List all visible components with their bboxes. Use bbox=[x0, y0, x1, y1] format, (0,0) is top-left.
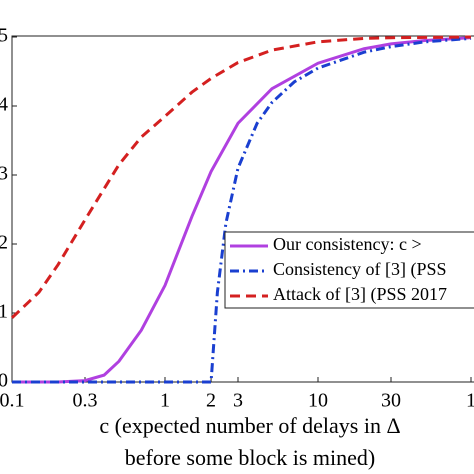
x-tick-label: 30 bbox=[381, 390, 401, 412]
line-series bbox=[12, 36, 472, 384]
line-series bbox=[10, 35, 472, 319]
legend-label: Our consistency: c > bbox=[273, 234, 422, 254]
y-tick-label: 0 bbox=[0, 370, 8, 392]
x-tick-label: 10 bbox=[308, 390, 328, 412]
x-tick-label: 1 bbox=[160, 390, 170, 412]
y-tick-label: 2 bbox=[0, 232, 8, 254]
x-tick-label: 0.3 bbox=[72, 390, 97, 412]
legend-label: Consistency of [3] (PSS bbox=[273, 259, 447, 280]
y-tick-label: 1 bbox=[0, 301, 8, 323]
line-series bbox=[12, 36, 472, 384]
x-tick-label: 1 bbox=[466, 390, 474, 412]
legend-label: Attack of [3] (PSS 2017 bbox=[273, 284, 447, 305]
plot-frame bbox=[11, 35, 474, 383]
x-tick-label: 2 bbox=[206, 390, 216, 412]
y-tick-label: 4 bbox=[0, 94, 8, 116]
x-axis-label: before some block is mined) bbox=[125, 445, 376, 470]
x-tick-label: 0.1 bbox=[0, 390, 25, 412]
y-tick-label: 3 bbox=[0, 163, 8, 185]
y-tick-label: 5 bbox=[0, 25, 8, 47]
legend: Our consistency: c > Consistency of [3] (… bbox=[224, 231, 474, 309]
x-tick-label: 3 bbox=[233, 390, 243, 412]
x-axis-label: c (expected number of delays in Δ bbox=[99, 413, 400, 438]
